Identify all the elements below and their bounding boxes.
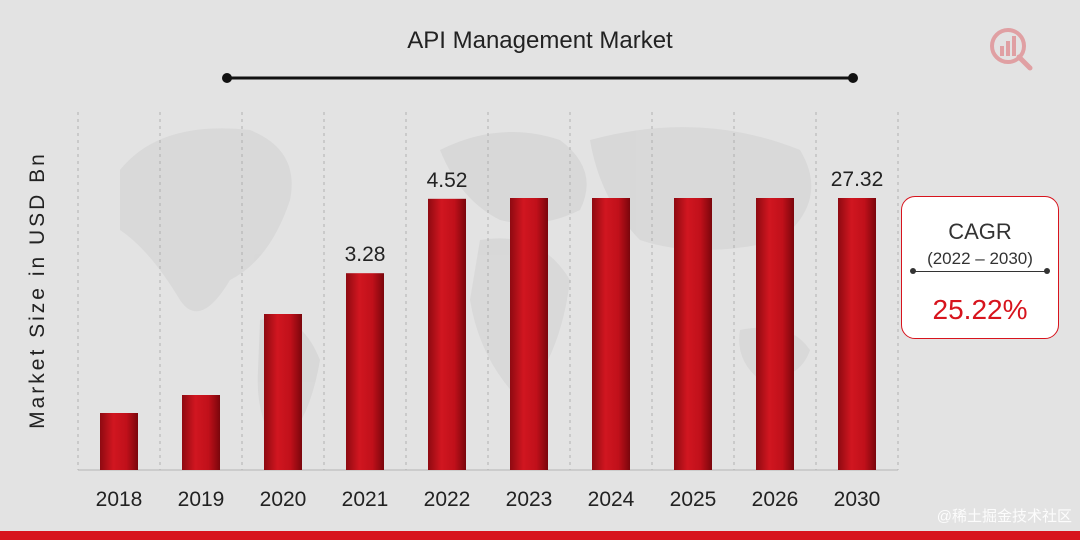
x-tick-label: 2020 [260, 488, 307, 511]
cagr-divider [910, 268, 1050, 274]
data-labels: 3.28 4.52 27.32 [345, 168, 884, 266]
title-rule-right-dot [848, 73, 858, 83]
bar-2023 [510, 198, 548, 470]
cagr-callout: CAGR (2022 – 2030) 25.22% [901, 196, 1059, 339]
bottom-accent-bar [0, 531, 1080, 540]
x-tick-label: 2025 [670, 488, 717, 511]
bar-2019 [182, 395, 220, 470]
bar-2022 [428, 198, 466, 471]
x-tick-label: 2023 [506, 488, 553, 511]
x-tick-label: 2018 [96, 488, 143, 511]
x-tick-label: 2030 [834, 488, 881, 511]
data-label: 3.28 [345, 243, 386, 266]
x-tick-labels: 2018 2019 2020 2021 2022 2023 2024 2025 2026 2030 [96, 488, 881, 511]
cagr-period: (2022 – 2030) [927, 249, 1033, 268]
y-axis-label: Market Size in USD Bn [26, 151, 49, 429]
data-label: 27.32 [831, 168, 884, 191]
cagr-value: 25.22% [932, 294, 1028, 325]
bar-2030 [838, 198, 876, 470]
x-tick-label: 2021 [342, 488, 389, 511]
bar-2025 [674, 198, 712, 470]
bar-chart-magnifier-logo-icon [986, 24, 1034, 72]
bar-2024 [592, 198, 630, 470]
bar-2020 [264, 314, 302, 470]
watermark: @稀土掘金技术社区 [936, 508, 1072, 525]
cagr-label: CAGR [948, 219, 1012, 244]
bar-2021 [346, 273, 384, 470]
x-tick-label: 2026 [752, 488, 799, 511]
x-tick-label: 2024 [588, 488, 635, 511]
chart-title: API Management Market [407, 27, 673, 54]
x-tick-label: 2022 [424, 488, 471, 511]
x-tick-label: 2019 [178, 488, 225, 511]
bar-2026 [756, 198, 794, 470]
data-label: 4.52 [427, 169, 468, 192]
bar-2018 [100, 413, 138, 470]
title-rule-left-dot [222, 73, 232, 83]
bar-series [100, 198, 876, 471]
